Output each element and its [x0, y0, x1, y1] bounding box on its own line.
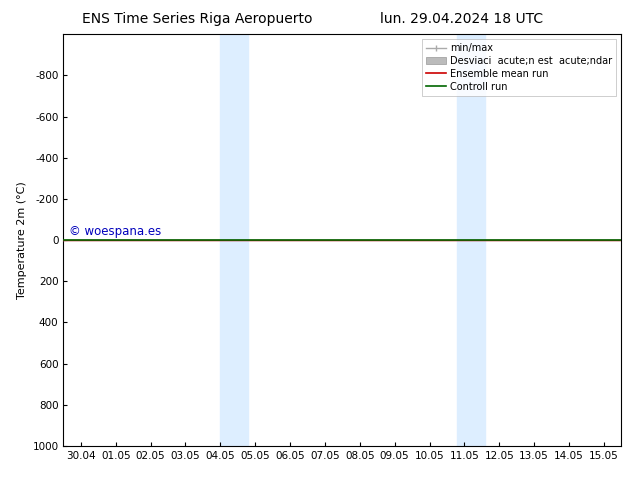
Text: © woespana.es: © woespana.es [69, 225, 161, 238]
Legend: min/max, Desviaci  acute;n est  acute;ndar, Ensemble mean run, Controll run: min/max, Desviaci acute;n est acute;ndar… [422, 39, 616, 96]
Text: lun. 29.04.2024 18 UTC: lun. 29.04.2024 18 UTC [380, 12, 543, 26]
Bar [221, 34, 248, 446]
Y-axis label: Temperature 2m (°C): Temperature 2m (°C) [17, 181, 27, 299]
Bar [458, 34, 486, 446]
Text: ENS Time Series Riga Aeropuerto: ENS Time Series Riga Aeropuerto [82, 12, 313, 26]
